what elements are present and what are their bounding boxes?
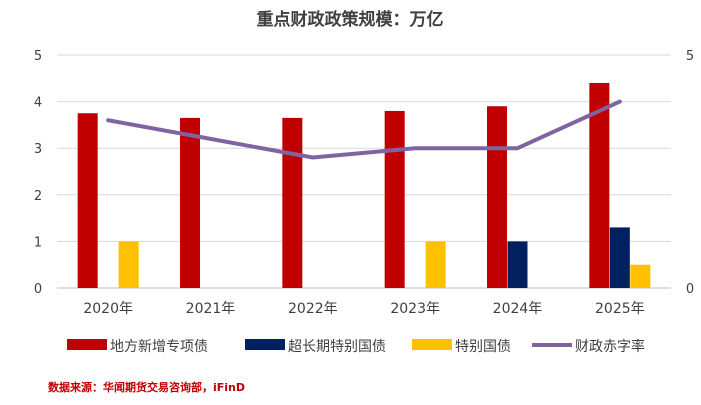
x-tick-label: 2020年	[83, 301, 133, 317]
legend-label: 地方新增专项债	[110, 339, 208, 355]
bar-3-2020年	[119, 241, 139, 288]
bar-3-2025年	[630, 265, 650, 288]
bar-1-2021年	[180, 118, 200, 288]
y-left-tick-label: 0	[34, 282, 42, 297]
x-tick-label: 2024年	[493, 301, 543, 317]
source-note: 数据来源：华闻期货交易咨询部，iFinD	[48, 379, 245, 395]
bar-2-2024年	[508, 241, 528, 288]
bar-3-2023年	[426, 241, 446, 288]
legend-swatch	[412, 339, 452, 350]
y-axis-left: 0 1 2 3 4 5	[34, 49, 42, 297]
bar-1-2020年	[78, 113, 98, 288]
bar-series	[78, 83, 651, 288]
y-left-tick-label: 3	[34, 142, 42, 157]
gridlines	[57, 55, 671, 288]
bar-1-2023年	[385, 111, 405, 288]
chart-title: 重点财政政策规模：万亿	[257, 9, 444, 30]
bar-2-2025年	[610, 227, 630, 288]
x-tick-label: 2021年	[186, 301, 236, 317]
x-tick-label: 2025年	[595, 301, 645, 317]
x-tick-label: 2023年	[390, 301, 440, 317]
x-axis-labels: 2020年 2021年 2022年 2023年 2024年 2025年	[83, 301, 644, 317]
bar-1-2022年	[282, 118, 302, 288]
legend-swatch	[67, 339, 107, 350]
y-left-tick-label: 5	[34, 49, 42, 64]
y-left-tick-label: 2	[34, 189, 42, 204]
x-tick-label: 2022年	[288, 301, 338, 317]
legend: 地方新增专项债 超长期特别国债 特别国债 财政赤字率	[67, 338, 645, 355]
y-left-tick-label: 4	[34, 96, 42, 111]
y-right-tick-label: 5	[686, 49, 694, 64]
legend-label: 特别国债	[455, 339, 511, 355]
y-axis-right: 05	[686, 49, 694, 297]
legend-label: 超长期特别国债	[288, 339, 386, 355]
bar-1-2024年	[487, 106, 507, 288]
y-left-tick-label: 1	[34, 235, 42, 250]
y-right-tick-label: 0	[686, 282, 694, 297]
legend-swatch	[245, 339, 285, 350]
legend-label: 财政赤字率	[575, 338, 645, 355]
